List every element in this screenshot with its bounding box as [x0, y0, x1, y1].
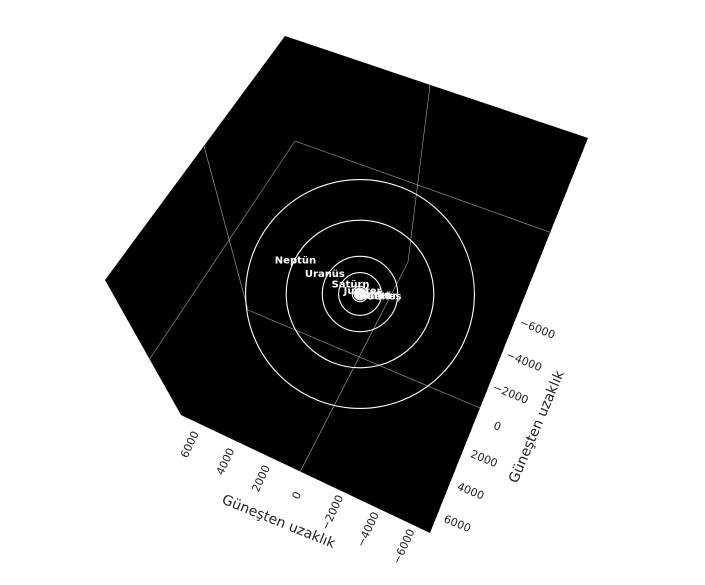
grid-line — [407, 84, 431, 263]
grid-line — [294, 140, 553, 234]
orbit-venüs — [354, 288, 366, 300]
grid-line — [148, 140, 296, 361]
planet-label: Dünya — [355, 290, 391, 301]
orbit-group — [245, 179, 475, 409]
grid-line — [299, 261, 409, 473]
y-tick-label: 6000 — [442, 512, 473, 535]
planet-label: Jüpiter — [343, 286, 382, 297]
planet-label: Merkür — [357, 291, 397, 302]
orbit-neptün — [245, 179, 475, 409]
planet-label: Venüs — [356, 291, 390, 302]
grid-line — [247, 309, 481, 409]
planet-label: Neptün — [275, 256, 316, 267]
y-tick-label: 0 — [492, 419, 503, 434]
x-tick-label: 6000 — [178, 429, 202, 460]
orbit-jüpiter — [338, 272, 382, 316]
y-tick-label: −6000 — [518, 316, 557, 342]
plot-background — [105, 36, 588, 533]
orbit-satürn — [321, 255, 399, 333]
y-tick-label: −4000 — [504, 348, 543, 374]
y-axis-title: Güneşten uzaklık — [506, 367, 568, 485]
orbit-uranüs — [285, 219, 435, 369]
planet-label: Uranüs — [305, 269, 345, 280]
orbit-mars — [351, 285, 369, 303]
x-tick-label: 4000 — [214, 446, 238, 477]
y-tick-label: 2000 — [469, 447, 500, 470]
planet-label: Satürn — [332, 280, 370, 291]
planet-label: Mars — [354, 289, 382, 300]
x-tick-label: 0 — [289, 490, 304, 502]
y-tick-label: 4000 — [455, 480, 486, 503]
grid-lines — [148, 84, 553, 473]
x-tick-label: −2000 — [319, 493, 347, 532]
x-tick-label: −4000 — [354, 510, 382, 549]
x-tick-label: −6000 — [390, 527, 418, 566]
x-tick-label: 2000 — [249, 463, 273, 494]
grid-line — [203, 145, 249, 311]
sun-marker — [358, 292, 362, 296]
orbit-merkür — [355, 289, 365, 299]
y-tick-label: −2000 — [491, 381, 530, 407]
planet-label-group: Neptün UranüsSatürnJüpiterMarsDünyaVenüsM… — [275, 256, 402, 303]
orbit-dünya — [353, 287, 367, 301]
planet-label: Güneş — [366, 292, 401, 303]
